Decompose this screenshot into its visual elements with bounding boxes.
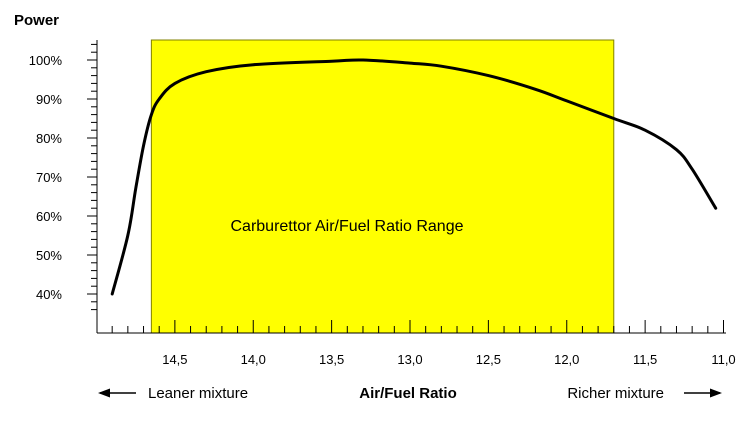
chart-title: Power: [14, 12, 59, 29]
highlight-region-layer: [150, 39, 615, 334]
y-tick-label: 60%: [36, 209, 62, 224]
y-tick-label: 80%: [36, 131, 62, 146]
y-tick-label: 70%: [36, 170, 62, 185]
y-tick-label: 50%: [36, 248, 62, 263]
highlight-region: [150, 39, 615, 334]
x-tick-label: 12,0: [554, 352, 579, 367]
text-layer: Power Carburettor Air/Fuel Ratio Range A…: [14, 12, 664, 402]
curve-layer: [110, 58, 718, 296]
arrow-right-icon: [684, 388, 722, 398]
richer-mixture-label: Richer mixture: [567, 385, 664, 402]
x-tick-label: 14,5: [162, 352, 187, 367]
y-tick-label: 90%: [36, 92, 62, 107]
leaner-mixture-label: Leaner mixture: [148, 385, 248, 402]
x-tick-label: 11,5: [633, 352, 657, 367]
axes-layer: 40% 50% 60% 70% 80% 90% 100% 14,5 14,0 13,5 13,0 12…: [29, 40, 736, 367]
y-tick-label: 40%: [36, 287, 62, 302]
x-tick-label: 13,0: [397, 352, 422, 367]
arrow-left-icon: [98, 388, 136, 398]
power-curve-0: [110, 58, 718, 296]
region-label: Carburettor Air/Fuel Ratio Range: [231, 218, 464, 235]
x-tick-label: 14,0: [241, 352, 266, 367]
y-tick-label: 100%: [29, 53, 63, 68]
x-axis-label: Air/Fuel Ratio: [359, 385, 457, 402]
x-tick-label: 11,0: [711, 352, 735, 367]
x-tick-label: 12,5: [476, 352, 501, 367]
x-tick-label: 13,5: [319, 352, 344, 367]
